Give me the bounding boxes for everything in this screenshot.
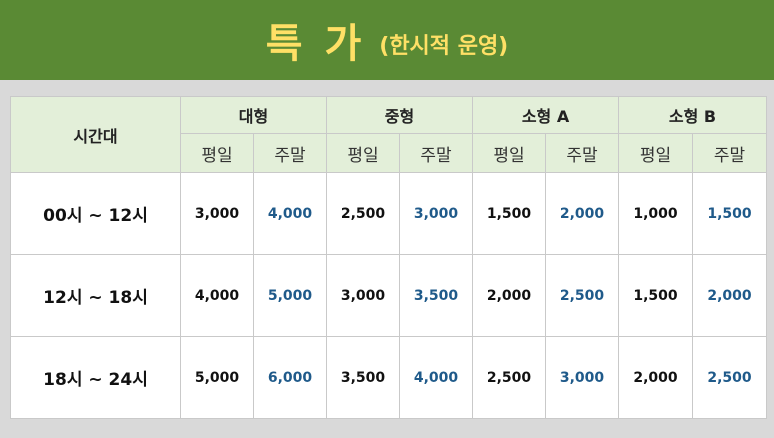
weekend-price: 4,000: [399, 336, 474, 419]
weekend-price: 1,500: [692, 172, 768, 255]
weekday-price: 5,000: [180, 336, 254, 419]
weekend-price: 3,500: [399, 254, 474, 337]
time-slot-label: 18시 ~ 24시: [10, 336, 181, 419]
weekday-price: 2,500: [472, 336, 547, 419]
weekend-price: 3,000: [399, 172, 474, 255]
category-header-large: 대형: [179, 96, 328, 134]
weekend-price: 2,500: [692, 336, 768, 419]
weekday-price: 2,000: [618, 336, 694, 419]
table-row: 00시 ~ 12시 3,000 4,000 2,500 3,000 1,500 …: [10, 172, 768, 255]
weekday-price: 1,500: [618, 254, 694, 337]
weekday-price: 1,500: [472, 172, 547, 255]
weekend-price: 2,000: [692, 254, 768, 337]
weekday-price: 4,000: [180, 254, 254, 337]
price-table: 시간대 대형 중형 소형 A 소형 B 평일 주말 평일 주말 평일 주말 평일…: [10, 96, 768, 419]
weekday-price: 3,500: [326, 336, 401, 419]
table-row: 12시 ~ 18시 4,000 5,000 3,000 3,500 2,000 …: [10, 254, 768, 337]
weekday-price: 3,000: [180, 172, 254, 255]
weekend-price: 3,000: [545, 336, 620, 419]
weekend-price: 2,500: [545, 254, 620, 337]
category-header-small-b: 소형 B: [618, 96, 768, 134]
category-header-small-a: 소형 A: [472, 96, 620, 134]
weekday-price: 3,000: [326, 254, 401, 337]
weekday-price: 2,500: [326, 172, 401, 255]
time-slot-label: 12시 ~ 18시: [10, 254, 181, 337]
weekday-header: 평일: [180, 133, 254, 173]
weekend-price: 5,000: [252, 254, 328, 337]
page-subtitle: (한시적 운영): [379, 34, 509, 59]
weekend-price: 6,000: [252, 336, 328, 419]
time-column-header: 시간대: [10, 96, 181, 173]
weekend-header: 주말: [399, 133, 474, 173]
category-header-medium: 중형: [326, 96, 474, 134]
table-row: 18시 ~ 24시 5,000 6,000 3,500 4,000 2,500 …: [10, 336, 768, 419]
weekday-price: 1,000: [618, 172, 694, 255]
weekend-header: 주말: [692, 133, 768, 173]
weekday-header: 평일: [326, 133, 401, 173]
weekday-price: 2,000: [472, 254, 547, 337]
time-slot-label: 00시 ~ 12시: [10, 172, 181, 255]
weekday-header: 평일: [618, 133, 694, 173]
weekend-price: 2,000: [545, 172, 620, 255]
weekend-price: 4,000: [252, 172, 328, 255]
page-title: 특 가: [265, 21, 366, 67]
weekday-header: 평일: [472, 133, 547, 173]
weekend-header: 주말: [252, 133, 328, 173]
weekend-header: 주말: [545, 133, 620, 173]
title-banner: 특 가 (한시적 운영): [0, 0, 774, 80]
